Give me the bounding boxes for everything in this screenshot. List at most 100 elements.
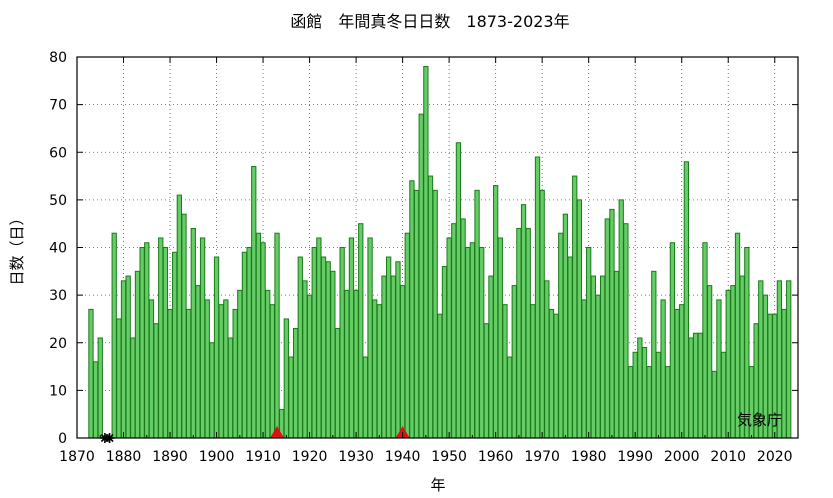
bar: [427, 175, 434, 439]
bar: [553, 313, 559, 439]
bar: [465, 247, 471, 439]
bar: [455, 142, 462, 439]
bar: [186, 308, 192, 439]
y-tick-label: 70: [49, 98, 67, 114]
bar: [176, 194, 182, 439]
bar: [251, 166, 257, 439]
bar: [599, 275, 606, 439]
y-tick-label: 40: [49, 241, 67, 257]
bar: [199, 237, 206, 439]
bar: [604, 218, 610, 439]
bar: [353, 289, 359, 439]
bar: [209, 342, 215, 439]
bar: [530, 304, 536, 439]
bar: [679, 304, 685, 439]
bar: [204, 299, 210, 439]
bar: [120, 280, 127, 439]
x-tick-label: 1950: [431, 449, 467, 465]
bar: [493, 185, 499, 439]
bar: [609, 208, 615, 439]
bar: [669, 242, 676, 439]
y-tick-label: 50: [49, 193, 67, 209]
bar: [544, 280, 550, 439]
bar: [404, 232, 410, 439]
bar: [572, 175, 578, 439]
y-tick-label: 60: [49, 145, 67, 161]
bar: [265, 289, 271, 439]
bar: [469, 242, 476, 439]
bar: [534, 156, 541, 439]
bar: [720, 351, 727, 439]
bar: [274, 232, 280, 439]
bar: [227, 337, 234, 439]
axes: [76, 56, 799, 439]
bar: [399, 285, 406, 439]
bar: [325, 261, 331, 439]
bar: [655, 351, 662, 439]
bar: [158, 237, 164, 439]
bar: [144, 242, 150, 439]
bar: [590, 275, 596, 439]
bar: [548, 308, 555, 439]
station-move-marker: [270, 426, 285, 438]
bar: [632, 351, 638, 439]
bar: [674, 308, 680, 439]
bar: [437, 313, 443, 439]
x-tick-label: 1970: [524, 449, 560, 465]
bar: [665, 366, 671, 439]
bar: [167, 308, 173, 439]
bar: [618, 199, 624, 439]
credit-label: 気象庁: [737, 411, 782, 429]
bar: [539, 189, 545, 439]
bar: [693, 332, 699, 439]
bar: [441, 266, 448, 439]
bar: [237, 289, 243, 439]
bar: [688, 337, 694, 439]
bar: [190, 227, 196, 439]
x-tick-label: 2010: [710, 449, 746, 465]
bar: [488, 275, 494, 439]
bar: [479, 247, 485, 439]
bar: [367, 237, 373, 439]
bar: [386, 256, 392, 439]
bar: [134, 270, 141, 439]
bar: [316, 237, 322, 439]
bar: [269, 304, 276, 439]
bar: [395, 261, 401, 439]
bar: [344, 289, 350, 439]
bar: [558, 232, 564, 439]
x-tick-label: 1930: [338, 449, 374, 465]
bar: [413, 189, 420, 439]
bar: [97, 337, 103, 439]
bar: [432, 189, 438, 439]
bar: [725, 289, 731, 439]
x-tick-label: 1980: [571, 449, 607, 465]
bar: [567, 256, 573, 439]
bar: [730, 285, 736, 439]
x-tick-label: 1900: [199, 449, 235, 465]
bar: [130, 337, 136, 439]
bar: [586, 247, 592, 439]
bar: [683, 161, 689, 439]
x-tick-label: 2020: [757, 449, 793, 465]
bar: [381, 275, 387, 439]
bar: [181, 213, 187, 439]
bar: [511, 285, 517, 439]
bar: [409, 180, 415, 439]
bar: [162, 247, 169, 439]
bar: [88, 308, 94, 439]
bar: [390, 275, 396, 439]
bar: [576, 199, 583, 439]
bar: [139, 247, 145, 439]
bar: [297, 256, 303, 439]
bar: [520, 204, 527, 439]
tick-labels: 1870 1880 1890 1900 1910 1920 1930 1940 1950 1960…: [49, 50, 792, 465]
bar: [320, 256, 327, 439]
bar: [283, 318, 289, 439]
bar: [306, 294, 313, 439]
y-tick-label: 10: [49, 383, 67, 399]
bar: [376, 304, 383, 439]
x-tick-label: 1870: [59, 449, 95, 465]
bar: [637, 337, 643, 439]
chart-title: 函館 年間真冬日日数 1873-2023年: [290, 12, 569, 31]
